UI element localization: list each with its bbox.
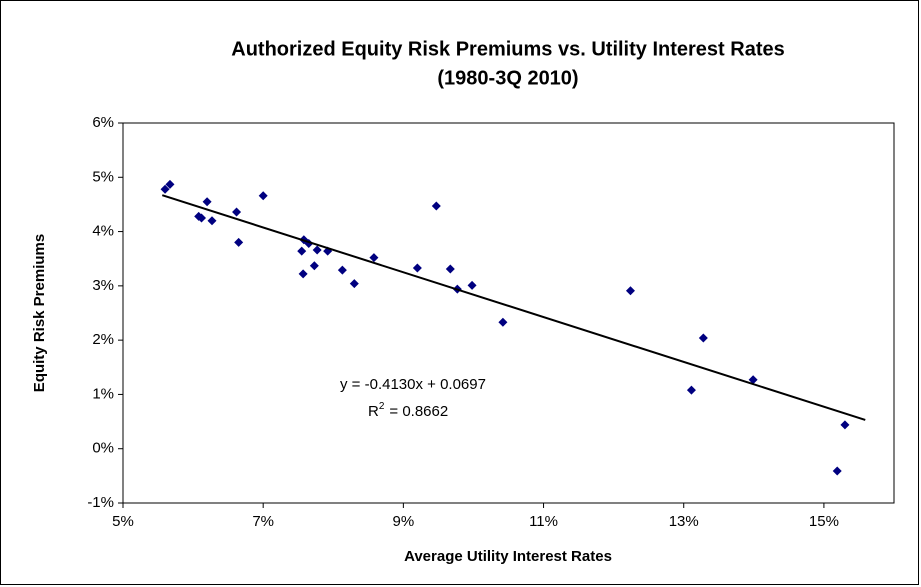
x-tick-label: 15% <box>809 513 839 530</box>
r-squared-base: R <box>368 403 379 420</box>
x-tick-label: 5% <box>112 513 134 530</box>
trendline <box>161 194 866 421</box>
data-point <box>369 253 379 263</box>
data-point <box>698 333 708 343</box>
y-tick-label: 2% <box>92 331 114 348</box>
plot-area <box>122 122 895 504</box>
y-tick-label: -1% <box>87 494 114 511</box>
data-point <box>297 246 307 256</box>
y-tick-label: 6% <box>92 114 114 131</box>
x-tick-label: 9% <box>393 513 415 530</box>
data-point <box>498 317 508 327</box>
data-point <box>625 286 635 296</box>
y-tick-label: 3% <box>92 277 114 294</box>
data-point <box>298 269 308 279</box>
trendline-equation: y = -0.4130x + 0.0697 <box>340 376 486 393</box>
data-point <box>160 184 170 194</box>
r-squared: R2 = 0.8662 <box>368 401 448 420</box>
data-point <box>412 263 422 273</box>
data-point <box>748 375 758 385</box>
data-point <box>312 245 322 255</box>
data-point <box>207 216 217 226</box>
x-tick-label: 11% <box>529 513 558 530</box>
data-point <box>232 207 242 217</box>
y-tick-label: 5% <box>92 168 114 185</box>
data-point <box>202 197 212 207</box>
data-point <box>197 213 207 223</box>
r-squared-value: = 0.8662 <box>389 403 448 420</box>
data-point <box>258 191 268 201</box>
data-point <box>445 264 455 274</box>
y-tick-label: 1% <box>92 385 114 402</box>
x-tick-label: 7% <box>252 513 274 530</box>
y-axis-label: Equity Risk Premiums <box>31 234 48 392</box>
data-point <box>832 466 842 476</box>
data-point <box>840 420 850 430</box>
data-point <box>309 261 319 271</box>
r-squared-superscript: 2 <box>379 401 385 412</box>
data-point <box>431 201 441 211</box>
data-point <box>337 265 347 275</box>
chart-title: Authorized Equity Risk Premiums vs. Util… <box>231 38 784 60</box>
y-tick-label: 4% <box>92 223 114 240</box>
data-point <box>234 237 244 247</box>
data-point <box>686 385 696 395</box>
chart-subtitle: (1980-3Q 2010) <box>437 67 578 89</box>
x-tick-label: 13% <box>669 513 699 530</box>
y-tick-label: 0% <box>92 440 114 457</box>
x-axis-label: Average Utility Interest Rates <box>404 548 612 565</box>
data-point <box>165 179 175 189</box>
data-point <box>467 280 477 290</box>
data-point <box>349 279 359 289</box>
